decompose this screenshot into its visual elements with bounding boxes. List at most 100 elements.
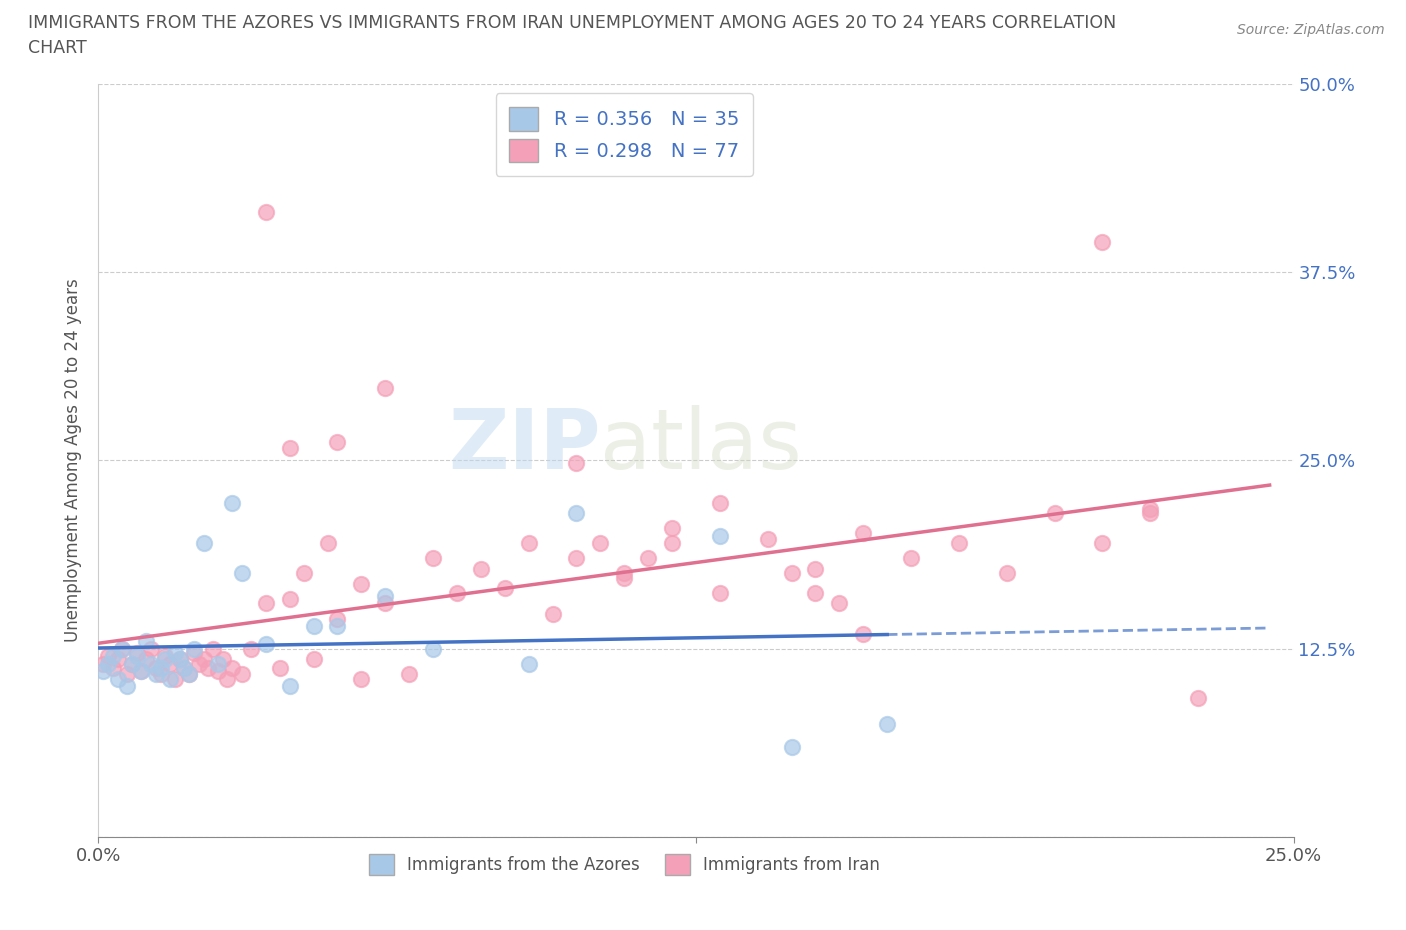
Point (173, 661, 195, 676)
Point (187, 657, 209, 671)
Point (852, 525, 875, 540)
Point (207, 657, 229, 671)
Point (193, 652, 215, 667)
Point (900, 551, 922, 565)
Point (269, 661, 291, 676)
Point (135, 652, 157, 667)
Point (169, 652, 191, 667)
Point (159, 657, 181, 671)
Point (139, 657, 162, 671)
Point (661, 536, 683, 551)
Point (374, 589, 396, 604)
Point (179, 667, 201, 682)
Point (517, 657, 540, 671)
Text: ZIP: ZIP (449, 405, 600, 485)
Text: IMMIGRANTS FROM THE AZORES VS IMMIGRANTS FROM IRAN UNEMPLOYMENT AMONG AGES 20 TO: IMMIGRANTS FROM THE AZORES VS IMMIGRANTS… (28, 14, 1116, 32)
Point (173, 661, 195, 676)
Point (231, 667, 253, 682)
Point (292, 565, 315, 580)
Point (374, 380, 396, 395)
Point (163, 671, 186, 686)
Point (637, 551, 659, 565)
Point (193, 536, 215, 551)
Text: Source: ZipAtlas.com: Source: ZipAtlas.com (1237, 23, 1385, 37)
Point (709, 528, 731, 543)
Point (155, 649, 177, 664)
Point (316, 536, 339, 551)
Point (149, 661, 172, 676)
Point (1043, 506, 1066, 521)
Y-axis label: Unemployment Among Ages 20 to 24 years: Unemployment Among Ages 20 to 24 years (65, 278, 83, 643)
Point (422, 551, 444, 565)
Point (876, 717, 898, 732)
Point (97, 657, 120, 671)
Point (145, 661, 167, 676)
Point (155, 652, 177, 667)
Point (145, 667, 167, 682)
Point (350, 577, 373, 591)
Point (589, 536, 612, 551)
Point (240, 642, 263, 657)
Point (211, 652, 233, 667)
Point (139, 642, 162, 657)
Point (183, 642, 205, 657)
Point (115, 679, 138, 694)
Text: CHART: CHART (28, 39, 87, 57)
Point (97, 649, 120, 664)
Point (125, 649, 148, 664)
Point (111, 642, 134, 657)
Point (254, 205, 277, 219)
Point (217, 671, 239, 686)
Point (159, 671, 181, 686)
Point (121, 657, 143, 671)
Point (780, 565, 803, 580)
Point (91, 664, 114, 679)
Point (709, 586, 731, 601)
Point (494, 581, 516, 596)
Point (446, 586, 468, 601)
Point (91, 657, 114, 671)
Point (231, 565, 253, 580)
Point (1139, 501, 1161, 516)
Point (326, 435, 349, 450)
Point (613, 565, 636, 580)
Text: atlas: atlas (600, 405, 801, 485)
Point (202, 642, 225, 657)
Point (278, 441, 301, 456)
Point (135, 633, 157, 648)
Point (517, 536, 540, 551)
Point (422, 642, 444, 657)
Point (179, 667, 201, 682)
Point (709, 495, 731, 510)
Point (163, 645, 186, 660)
Point (565, 456, 588, 471)
Point (780, 739, 803, 754)
Point (398, 667, 420, 682)
Point (115, 667, 138, 682)
Point (1139, 506, 1161, 521)
Point (107, 652, 129, 667)
Point (131, 664, 153, 679)
Point (756, 531, 779, 546)
Point (374, 596, 396, 611)
Point (197, 661, 219, 676)
Point (326, 618, 349, 633)
Point (101, 661, 124, 676)
Point (661, 521, 683, 536)
Point (183, 645, 205, 660)
Point (278, 591, 301, 606)
Point (565, 506, 588, 521)
Point (221, 661, 243, 676)
Point (804, 586, 827, 601)
Legend: Immigrants from the Azores, Immigrants from Iran: Immigrants from the Azores, Immigrants f… (361, 848, 887, 882)
Point (278, 679, 301, 694)
Point (1091, 234, 1114, 249)
Point (221, 495, 243, 510)
Point (169, 652, 191, 667)
Point (111, 642, 134, 657)
Point (1091, 536, 1114, 551)
Point (852, 626, 875, 641)
Point (131, 664, 153, 679)
Point (254, 596, 277, 611)
Point (121, 657, 143, 671)
